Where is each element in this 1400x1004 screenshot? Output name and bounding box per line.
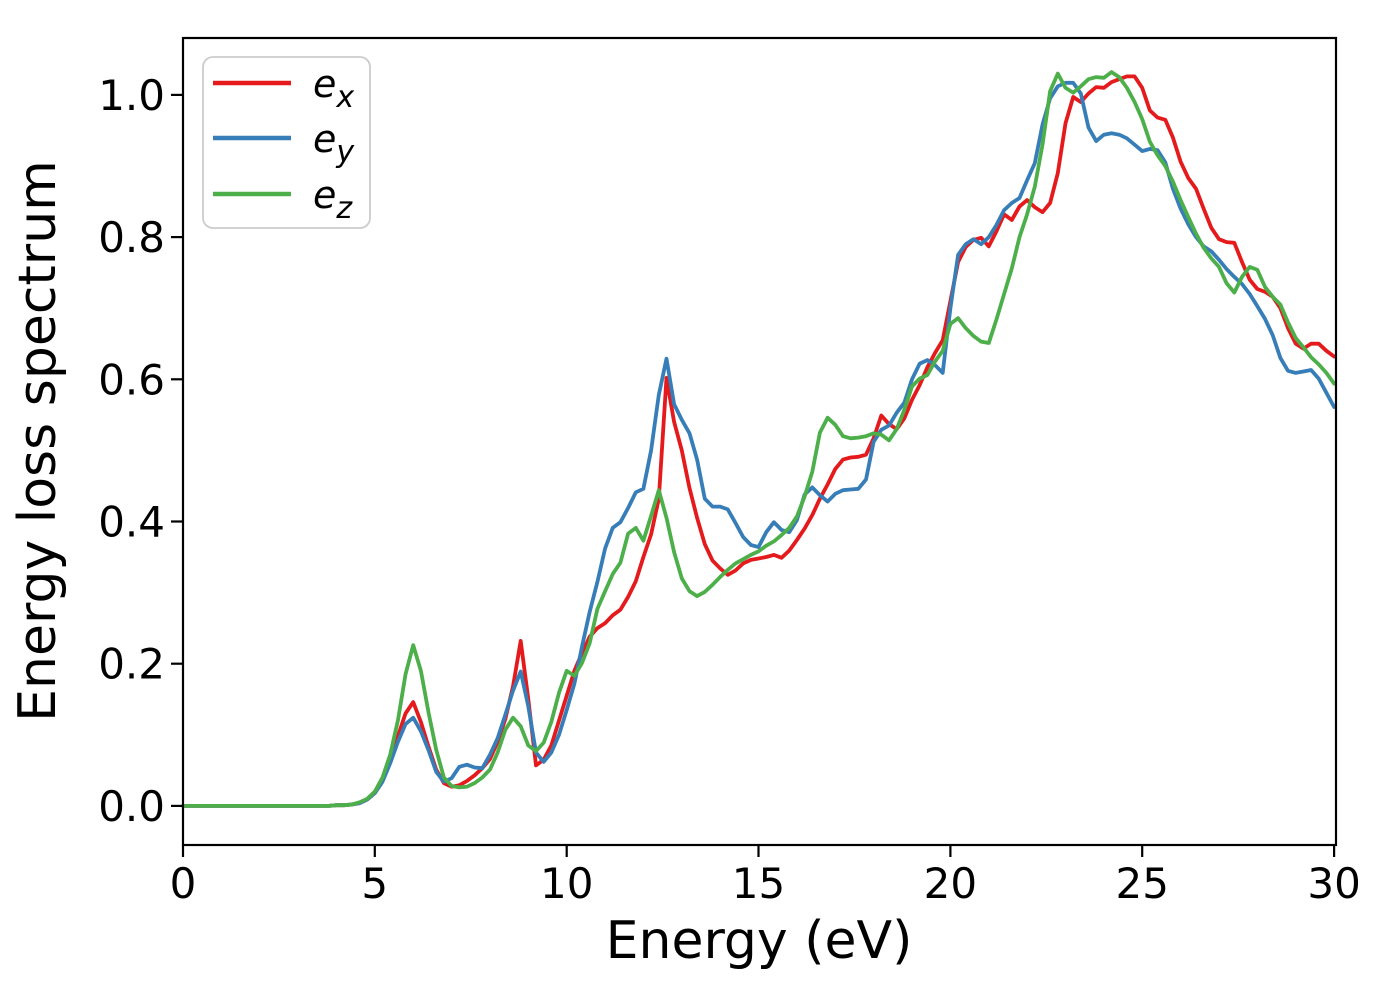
legend-label-ey-base: e: [313, 117, 336, 161]
y-axis-label: Energy loss spectrum: [8, 160, 68, 722]
x-axis: 0 5 10 15 20 25 30: [170, 845, 1361, 908]
x-axis-label: Energy (eV): [606, 911, 913, 971]
legend-label-ey: ey: [313, 117, 355, 170]
x-tick-label: 15: [732, 859, 785, 908]
x-tick-label: 10: [540, 859, 593, 908]
x-tick-label: 20: [924, 859, 977, 908]
y-tick-label: 0.4: [98, 498, 165, 547]
legend-label-ex-base: e: [313, 62, 336, 106]
y-tick-label: 0.0: [98, 782, 165, 831]
legend-label-ez-base: e: [313, 173, 336, 217]
legend-box: [202, 56, 371, 229]
x-tick-label: 25: [1115, 859, 1168, 908]
y-axis: 0.0 0.2 0.4 0.6 0.8 1.0: [98, 71, 183, 831]
legend-label-ey-sub: y: [335, 135, 355, 170]
legend-label-ex-sub: x: [335, 80, 354, 115]
x-tick-label: 0: [170, 859, 197, 908]
y-tick-label: 1.0: [98, 71, 165, 120]
legend-label-ez-sub: z: [335, 191, 353, 226]
x-tick-label: 30: [1307, 859, 1360, 908]
y-tick-label: 0.6: [98, 355, 165, 404]
y-tick-label: 0.2: [98, 640, 165, 689]
y-tick-label: 0.8: [98, 213, 165, 262]
x-tick-label: 5: [361, 859, 388, 908]
legend: ex ey ez: [202, 56, 371, 229]
legend-label-ex: ex: [313, 62, 354, 115]
legend-label-ez: ez: [313, 173, 353, 226]
series-ez-curve: [181, 70, 1336, 808]
curves-group: [181, 70, 1336, 808]
